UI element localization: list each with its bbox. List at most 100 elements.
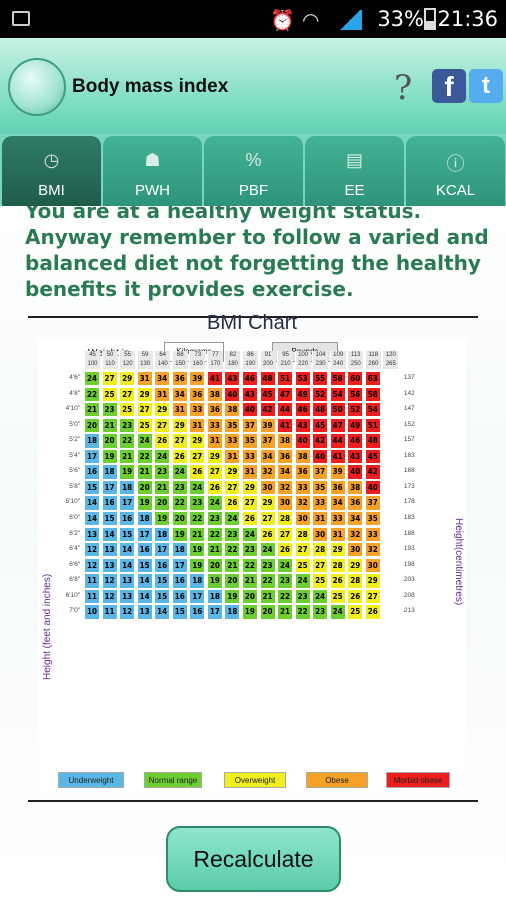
bmi-cell: 28 [329,557,346,573]
bmi-cell: 60 [347,371,364,387]
bmi-cell: 37 [312,464,329,480]
bmi-cell: 26 [347,588,364,605]
bmi-cell: 19 [154,510,171,527]
bmi-cell: 48 [312,402,329,418]
weight-kg-label: 77 [206,351,223,360]
weight-kg-label: 95 [277,351,294,360]
tab-bmi[interactable]: ◷ BMI [2,136,101,206]
bmi-cell: 13 [84,526,100,542]
bmi-cell: 22 [241,557,258,573]
bmi-cell: 54 [329,386,346,402]
tab-pwh[interactable]: ☗ PWH [103,136,202,206]
bmi-cell: 17 [154,542,171,558]
alarm-icon: ⏰ [270,10,295,32]
bmi-cell: 23 [312,604,329,620]
bmi-cell: 36 [329,479,346,496]
bmi-cell: 25 [329,588,346,605]
bmi-cell: 24 [154,448,171,465]
battery-percent: 33% [377,7,424,31]
bmi-cell: 35 [312,479,329,496]
bmi-cell: 41 [206,371,223,387]
height-ft-label: 6'0" [69,513,80,521]
weight-lb-label: 120 [119,360,136,369]
bmi-cell: 52 [312,386,329,402]
weight-lb-label: 250 [347,360,364,369]
bmi-cell: 27 [171,433,188,449]
bmi-cell: 23 [241,542,258,558]
weight-lb-label: 150 [171,360,188,369]
height-ft-label: 6'6" [69,560,80,568]
bmi-cell: 19 [171,526,188,542]
bmi-cell: 14 [154,604,171,620]
bmi-cell: 36 [294,464,311,480]
bmi-cell: 14 [101,526,118,542]
bmi-cell: 35 [224,417,241,434]
bmi-cell: 26 [189,464,206,480]
bmi-cell: 45 [312,417,329,434]
facebook-icon[interactable]: f [432,69,466,103]
weight-kg-label: 45 [84,351,100,360]
height-cm-label: 193 [403,545,415,553]
height-ft-label: 4'10" [65,405,80,413]
bmi-cell: 27 [189,448,206,465]
bmi-cell: 29 [224,464,241,480]
bmi-cell: 22 [259,573,276,589]
bmi-cell: 12 [119,604,136,620]
bmi-cell: 18 [119,479,136,496]
bmi-cell: 45 [364,448,381,465]
content-scroll[interactable]: You are at a healthy weight status. Anyw… [0,206,506,900]
battery-icon [424,8,436,30]
twitter-icon[interactable]: t [469,69,503,103]
tab-pbf[interactable]: % PBF [204,136,303,206]
bmi-cell: 42 [312,433,329,449]
height-cm-label: 157 [403,436,415,444]
bmi-cell: 29 [136,386,153,402]
bmi-cell: 40 [294,433,311,449]
bmi-cell: 34 [277,464,294,480]
bmi-cell: 31 [206,433,223,449]
tab-kcal[interactable]: ⓘ KCAL [406,136,505,206]
tab-ee[interactable]: ▤ EE [305,136,404,206]
recalculate-button[interactable]: Recalculate [166,826,341,892]
weight-kg-label: 59 [136,351,153,360]
bmi-cell: 31 [241,464,258,480]
bmi-cell: 29 [259,495,276,511]
bmi-cell: 24 [259,542,276,558]
height-cm-label: 188 [403,529,415,537]
bmi-cell: 33 [206,417,223,434]
bmi-cell: 30 [294,510,311,527]
bmi-cell: 27 [259,510,276,527]
bmi-cell: 26 [171,448,188,465]
bmi-cell: 41 [277,417,294,434]
bmi-cell: 51 [364,417,381,434]
tab-bar: ◷ BMI ☗ PWH % PBF ▤ EE ⓘ KCAL [0,134,506,206]
bmi-cell: 36 [347,495,364,511]
bmi-cell: 27 [241,495,258,511]
question-icon[interactable]: ? [394,68,413,108]
bmi-cell: 19 [241,604,258,620]
bmi-cell: 33 [312,495,329,511]
bmi-cell: 24 [224,510,241,527]
person-icon: ☗ [144,150,161,170]
bmi-cell: 19 [189,542,206,558]
bmi-cell: 43 [347,448,364,465]
bmi-cell: 29 [241,479,258,496]
bmi-cell: 58 [329,371,346,387]
bmi-cell: 22 [189,510,206,527]
weight-kg-label: 118 [364,351,381,360]
bmi-cell: 27 [364,588,381,605]
bmi-cell: 46 [241,371,258,387]
bmi-cell: 11 [101,604,118,620]
bmi-cell: 14 [84,510,100,527]
bmi-cell: 33 [224,433,241,449]
legend-morbid-obese: Morbid obese [386,772,450,788]
bmi-cell: 13 [136,604,153,620]
bmi-chart: BMI Chart Weight in Kilograms Pounds Hei… [38,312,466,791]
bmi-cell: 14 [119,542,136,558]
bmi-cell: 14 [136,588,153,605]
bmi-cell: 46 [347,433,364,449]
bmi-cell: 17 [206,604,223,620]
bmi-cell: 23 [171,479,188,496]
bmi-cell: 17 [101,479,118,496]
bmi-cell: 22 [119,433,136,449]
